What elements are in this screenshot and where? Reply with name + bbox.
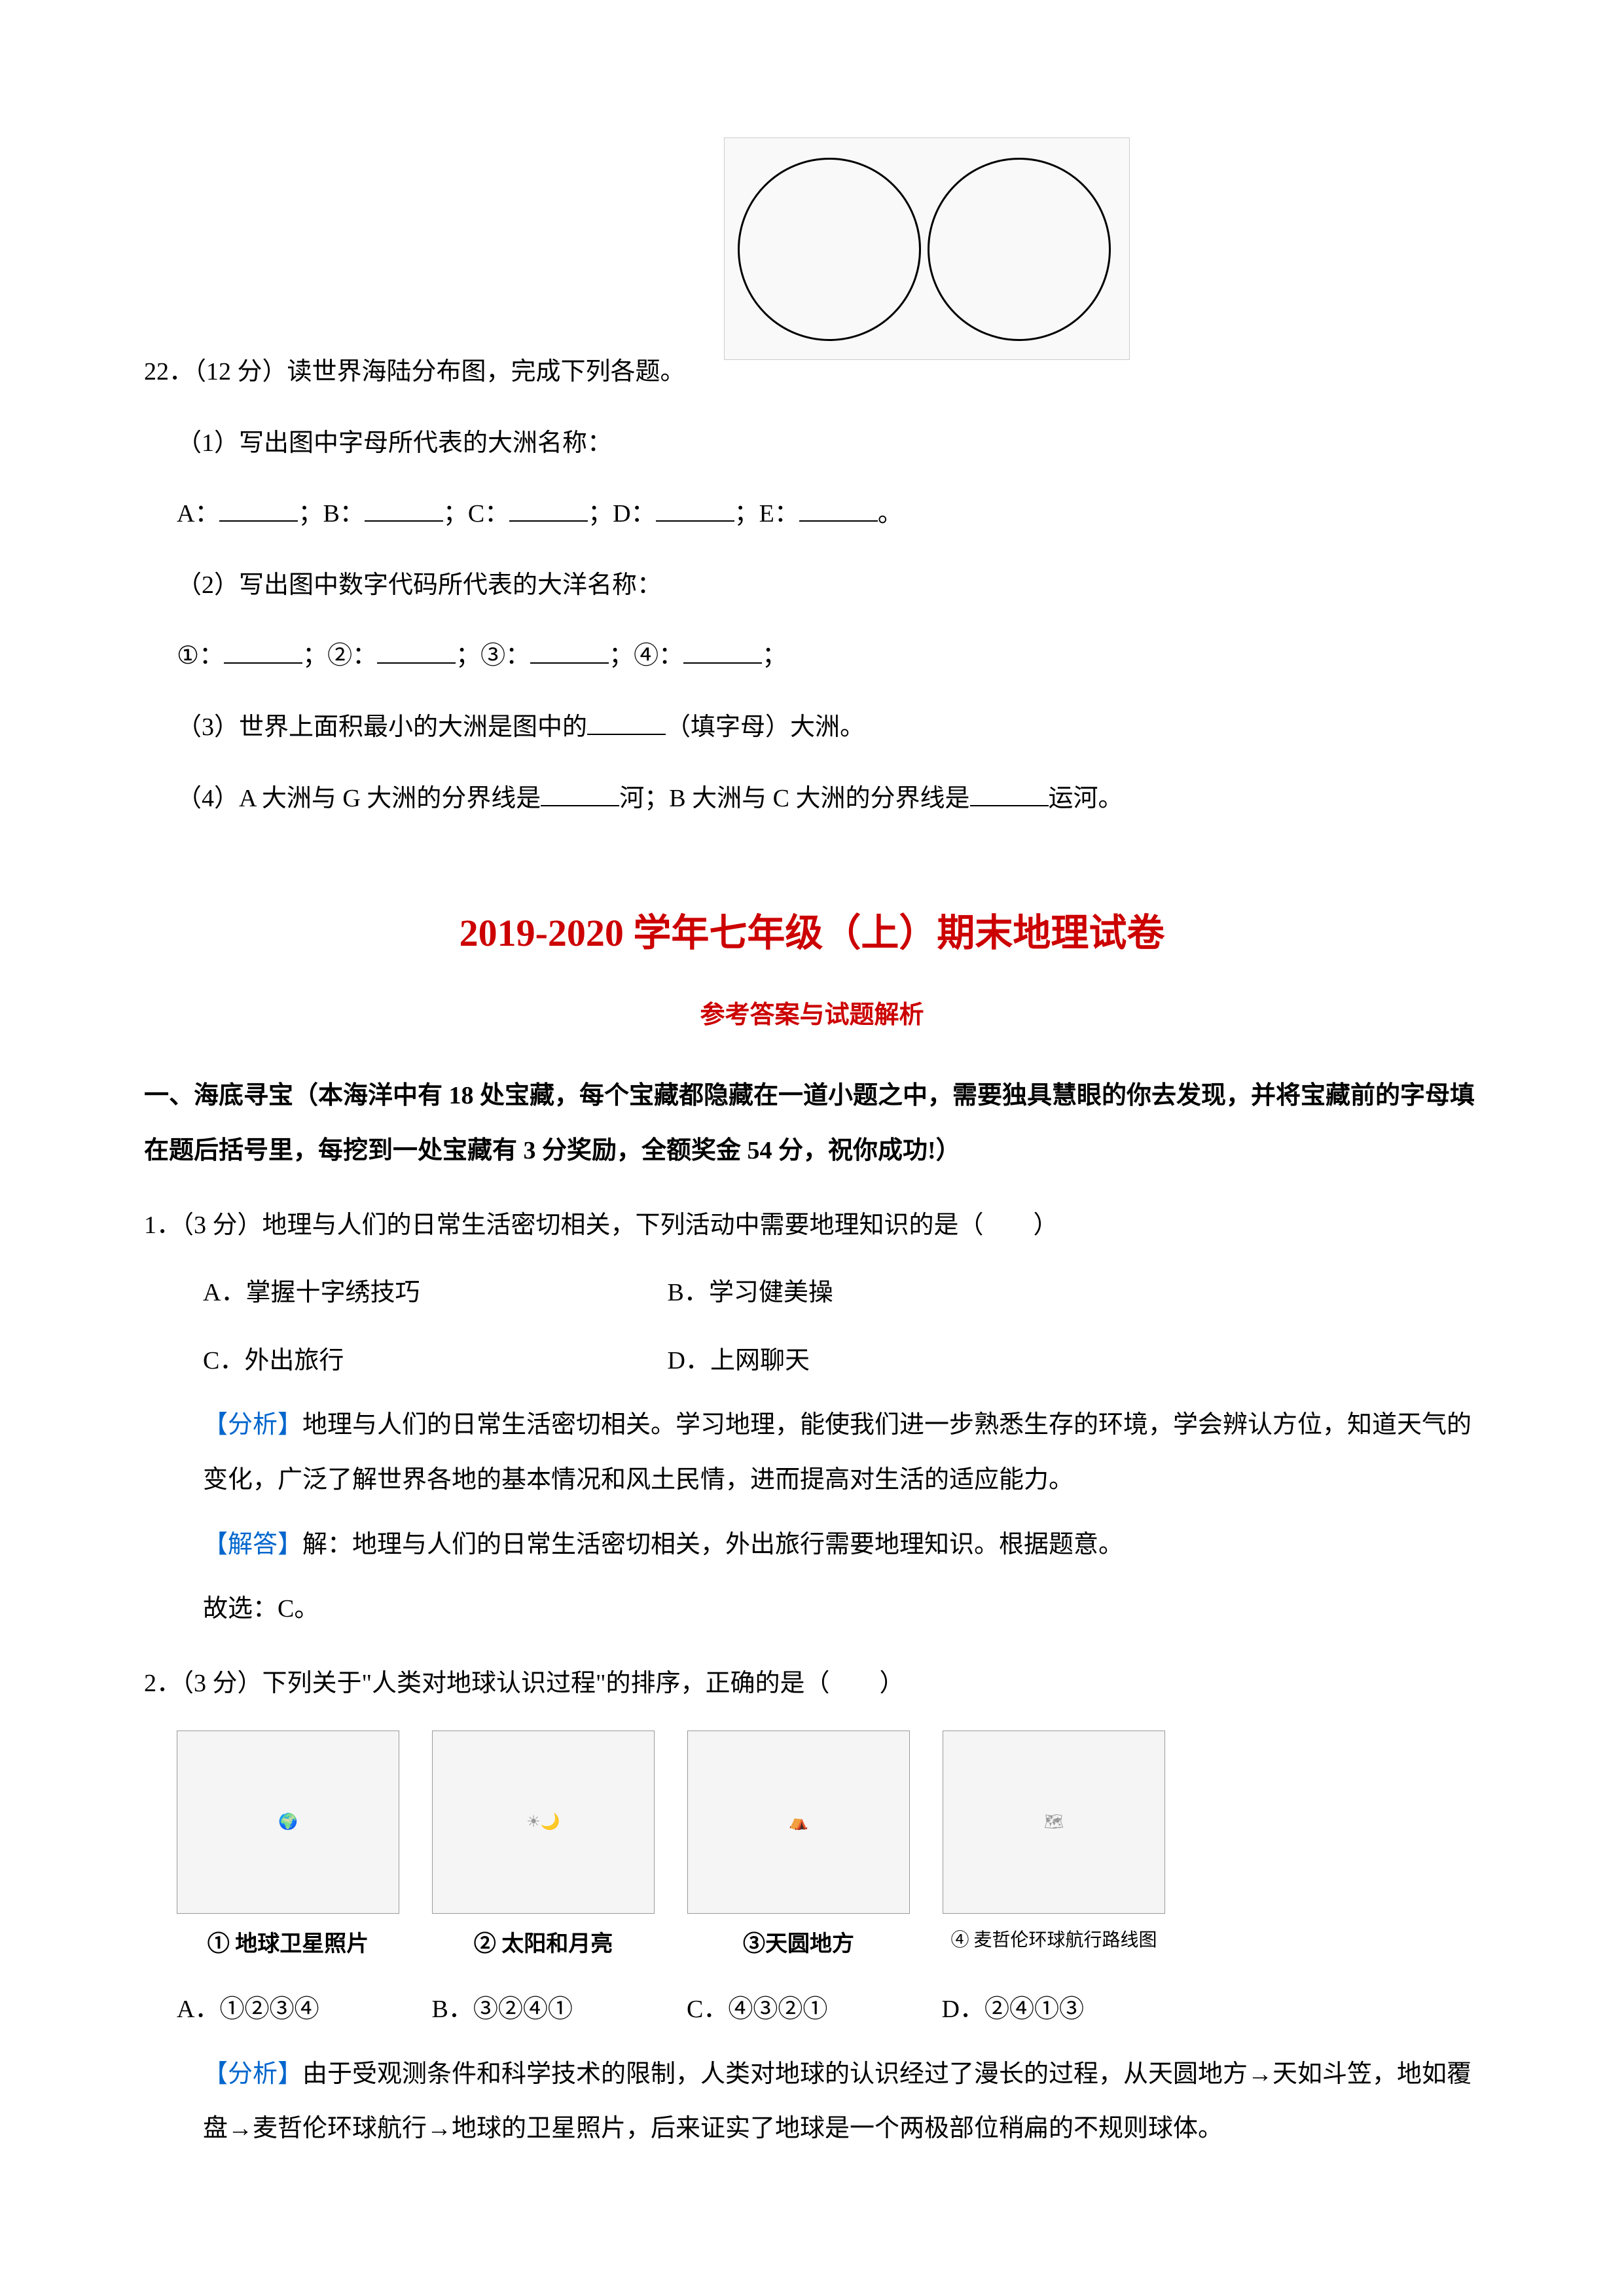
q1-conclusion: 故选：C。 xyxy=(203,1582,1480,1637)
q22-sub4: （4）A 大洲与 G 大洲的分界线是河；B 大洲与 C 大洲的分界线是运河。 xyxy=(177,772,1480,827)
q2-option-d[interactable]: D．②④①③ xyxy=(942,1982,1191,2037)
q2-analysis-label: 【分析】 xyxy=(203,2060,302,2088)
q22-points: （12 分） xyxy=(194,358,287,386)
blank-b[interactable] xyxy=(365,497,443,522)
q22-number: 22． xyxy=(144,358,194,386)
world-map-figure xyxy=(724,137,1130,360)
q2-option-b[interactable]: B．③②④① xyxy=(432,1982,681,2037)
world-map-image xyxy=(724,137,1130,360)
blank-2[interactable] xyxy=(377,639,456,664)
q1-number: 1． xyxy=(144,1211,181,1239)
q2-analysis: 【分析】由于受观测条件和科学技术的限制，人类对地球的认识经过了漫长的过程，从天圆… xyxy=(203,2047,1480,2157)
q2-option-a[interactable]: A．①②③④ xyxy=(177,1982,425,2037)
q22-sub2-line: ①：；②：；③：；④：； xyxy=(177,629,1480,684)
q22-stem: 读世界海陆分布图，完成下列各题。 xyxy=(287,358,685,386)
q22-sub3: （3）世界上面积最小的大洲是图中的（填字母）大洲。 xyxy=(177,700,1480,755)
exam-title: 2019-2020 学年七年级（上）期末地理试卷 xyxy=(144,891,1480,975)
question-22: 22．（12 分）读世界海陆分布图，完成下列各题。 （1）写出图中字母所代表的大… xyxy=(144,118,1480,826)
caption-4: ④ 麦哲伦环球航行路线图 xyxy=(943,1920,1165,1969)
blank-d[interactable] xyxy=(656,497,734,522)
caption-3: ③天圆地方 xyxy=(687,1920,910,1969)
q2-images: 🌍 ☀🌙 ⛺ 🗺 xyxy=(177,1731,1480,1914)
western-hemisphere-icon xyxy=(738,158,921,341)
caption-2: ② 太阳和月亮 xyxy=(432,1920,655,1969)
q2-points: （3 分） xyxy=(181,1670,262,1697)
eastern-hemisphere-icon xyxy=(928,158,1111,341)
q1-options-row2: C．外出旅行 D．上网聊天 xyxy=(203,1334,1480,1389)
analysis-label: 【分析】 xyxy=(203,1411,302,1439)
q2-option-c[interactable]: C．④③②① xyxy=(687,1982,935,2037)
q22-sub1-line: A：；B：；C：；D：；E：。 xyxy=(177,487,1480,542)
sun-moon-image: ☀🌙 xyxy=(432,1731,655,1914)
q22-sub1-label: （1）写出图中字母所代表的大洲名称： xyxy=(177,416,1480,471)
q1-option-b[interactable]: B．学习健美操 xyxy=(668,1266,1126,1321)
q2-number: 2． xyxy=(144,1670,181,1697)
q1-points: （3 分） xyxy=(181,1211,262,1239)
blank-ag[interactable] xyxy=(541,781,619,806)
q1-analysis: 【分析】地理与人们的日常生活密切相关。学习地理，能使我们进一步熟悉生存的环境，学… xyxy=(203,1398,1480,1507)
blank-bc[interactable] xyxy=(970,781,1049,806)
q1-options-row1: A．掌握十字绣技巧 B．学习健美操 xyxy=(203,1266,1480,1321)
section-1-header: 一、海底寻宝（本海洋中有 18 处宝藏，每个宝藏都隐藏在一道小题之中，需要独具慧… xyxy=(144,1069,1480,1178)
blank-1[interactable] xyxy=(224,639,302,664)
caption-1: ① 地球卫星照片 xyxy=(177,1920,399,1969)
q1-solution-text: 解：地理与人们的日常生活密切相关，外出旅行需要地理知识。根据题意。 xyxy=(302,1531,1123,1558)
question-1: 1．（3 分）地理与人们的日常生活密切相关，下列活动中需要地理知识的是（ ） A… xyxy=(144,1198,1480,1637)
q22-sub2: （2）写出图中数字代码所代表的大洋名称： xyxy=(177,558,1480,613)
blank-3[interactable] xyxy=(530,639,609,664)
q1-option-d[interactable]: D．上网聊天 xyxy=(668,1334,1126,1389)
blank-c[interactable] xyxy=(509,497,588,522)
q22-sub1: （1）写出图中字母所代表的大洲名称： xyxy=(177,416,1480,471)
magellan-route-image: 🗺 xyxy=(943,1731,1165,1914)
exam-subtitle: 参考答案与试题解析 xyxy=(144,988,1480,1043)
q1-analysis-text: 地理与人们的日常生活密切相关。学习地理，能使我们进一步熟悉生存的环境，学会辨认方… xyxy=(203,1411,1471,1494)
earth-satellite-image: 🌍 xyxy=(177,1731,399,1914)
blank-smallest[interactable] xyxy=(587,710,666,735)
q1-solution: 【解答】解：地理与人们的日常生活密切相关，外出旅行需要地理知识。根据题意。 xyxy=(203,1518,1480,1573)
q1-option-c[interactable]: C．外出旅行 xyxy=(203,1334,661,1389)
sky-round-earth-square-image: ⛺ xyxy=(687,1731,910,1914)
q1-option-a[interactable]: A．掌握十字绣技巧 xyxy=(203,1266,661,1321)
q22-sub2-label: （2）写出图中数字代码所代表的大洋名称： xyxy=(177,558,1480,613)
solution-label: 【解答】 xyxy=(203,1531,302,1558)
blank-e[interactable] xyxy=(799,497,878,522)
q2-options-row: A．①②③④ B．③②④① C．④③②① D．②④①③ xyxy=(177,1982,1480,2037)
q1-stem: 地理与人们的日常生活密切相关，下列活动中需要地理知识的是（ ） xyxy=(262,1211,1058,1239)
question-2: 2．（3 分）下列关于"人类对地球认识过程"的排序，正确的是（ ） 🌍 ☀🌙 ⛺… xyxy=(144,1657,1480,2157)
q2-analysis-text: 由于受观测条件和科学技术的限制，人类对地球的认识经过了漫长的过程，从天圆地方→天… xyxy=(203,2060,1471,2143)
q2-captions: ① 地球卫星照片 ② 太阳和月亮 ③天圆地方 ④ 麦哲伦环球航行路线图 xyxy=(177,1920,1480,1969)
q2-stem: 下列关于"人类对地球认识过程"的排序，正确的是（ ） xyxy=(262,1670,905,1697)
blank-4[interactable] xyxy=(683,639,762,664)
blank-a[interactable] xyxy=(219,497,298,522)
